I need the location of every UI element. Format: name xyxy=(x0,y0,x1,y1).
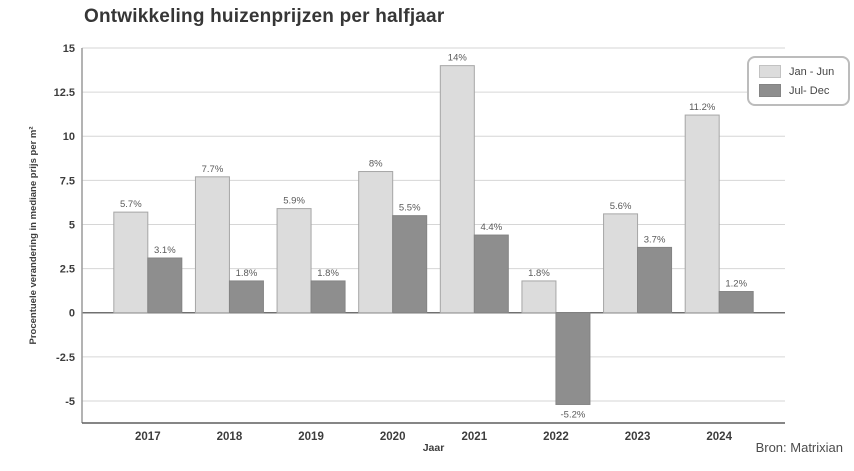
bar-value-label: 11.2% xyxy=(689,102,716,113)
legend-label-jul-dec: Jul- Dec xyxy=(789,84,830,97)
y-tick-label: -5 xyxy=(65,396,75,408)
y-axis-title: Procentuele verandering in mediane prijs… xyxy=(28,126,39,344)
bar-2024-series1 xyxy=(718,291,754,314)
bar-value-label: 4.4% xyxy=(480,222,502,233)
y-tick-label: 15 xyxy=(63,43,75,55)
chart-title: Ontwikkeling huizenprijzen per halfjaar xyxy=(84,6,445,27)
bar-value-label: 1.8% xyxy=(236,268,258,279)
x-tick-label: 2021 xyxy=(462,431,488,443)
bar-2017-series1 xyxy=(147,257,183,314)
bar-value-label: 7.7% xyxy=(202,164,224,175)
bar-2019-series1 xyxy=(310,280,346,314)
y-tick-label: 5 xyxy=(69,219,75,231)
bar-2022-series0 xyxy=(521,280,557,314)
bar-value-label: 8% xyxy=(369,159,383,170)
x-tick-label: 2020 xyxy=(380,431,406,443)
bar-value-label: 14% xyxy=(448,53,468,64)
y-tick-label: 2.5 xyxy=(60,264,75,276)
bar-value-label: 3.1% xyxy=(154,245,176,256)
bar-2019-series0 xyxy=(276,208,312,314)
bar-value-label: 5.9% xyxy=(283,196,305,207)
y-tick-label: 0 xyxy=(69,308,75,320)
bar-2018-series0 xyxy=(194,176,230,314)
legend: Jan - Jun Jul- Dec xyxy=(747,56,850,106)
y-tick-label: -2.5 xyxy=(56,352,75,364)
legend-label-jan-jun: Jan - Jun xyxy=(789,65,835,78)
bar-2020-series0 xyxy=(358,171,394,314)
bar-value-label: -5.2% xyxy=(561,409,586,420)
x-tick-label: 2019 xyxy=(298,431,324,443)
legend-item-jan-jun: Jan - Jun xyxy=(759,65,839,78)
bar-value-label: 5.6% xyxy=(610,201,632,212)
bar-value-label: 1.8% xyxy=(528,268,550,279)
bar-2021-series1 xyxy=(473,234,509,314)
x-tick-label: 2018 xyxy=(217,431,243,443)
bar-2020-series1 xyxy=(392,215,428,314)
bar-2024-series0 xyxy=(684,114,720,314)
legend-item-jul-dec: Jul- Dec xyxy=(759,84,839,97)
y-tick-label: 10 xyxy=(63,131,75,143)
bar-value-label: 1.2% xyxy=(725,279,747,290)
bar-value-label: 5.7% xyxy=(120,199,142,210)
source-credit: Bron: Matrixian xyxy=(755,440,843,455)
x-tick-label: 2022 xyxy=(543,431,569,443)
bar-2021-series0 xyxy=(439,65,475,314)
legend-swatch-jul-dec xyxy=(759,84,781,97)
bar-2017-series0 xyxy=(113,211,149,314)
bar-value-label: 5.5% xyxy=(399,203,421,214)
x-tick-label: 2024 xyxy=(706,431,732,443)
bar-2018-series1 xyxy=(228,280,264,314)
x-tick-label: 2017 xyxy=(135,431,161,443)
bar-value-label: 1.8% xyxy=(317,268,339,279)
bar-2023-series0 xyxy=(603,213,639,314)
y-tick-label: 12.5 xyxy=(54,87,75,99)
y-tick-label: 7.5 xyxy=(60,175,75,187)
bar-2023-series1 xyxy=(637,246,673,314)
x-axis-title: Jaar xyxy=(423,442,445,454)
x-tick-label: 2023 xyxy=(625,431,651,443)
bar-2022-series1 xyxy=(555,312,591,405)
bar-value-label: 3.7% xyxy=(644,234,666,245)
legend-swatch-jan-jun xyxy=(759,65,781,78)
